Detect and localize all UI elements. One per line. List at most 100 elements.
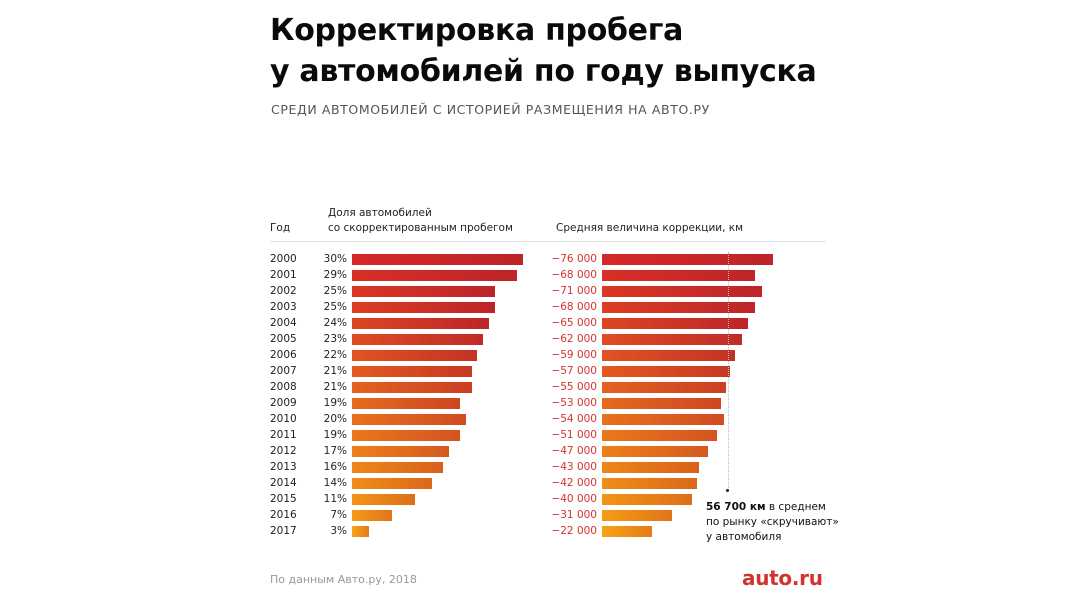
correction-bar (602, 318, 748, 329)
year-label: 2011 (270, 429, 297, 441)
correction-value-label: −43 000 (551, 461, 597, 473)
share-value-label: 22% (323, 349, 347, 361)
correction-bar (602, 446, 708, 457)
correction-value-label: −22 000 (551, 525, 597, 537)
header-divider (270, 241, 826, 242)
correction-bar (602, 382, 726, 393)
year-label: 2014 (270, 477, 297, 489)
share-value-label: 14% (323, 477, 347, 489)
share-bar (352, 350, 477, 361)
share-column-header: Доля автомобилей со скорректированным пр… (328, 206, 513, 236)
share-bar (352, 510, 392, 521)
correction-bar (602, 430, 717, 441)
share-bar (352, 334, 483, 345)
share-value-label: 17% (323, 445, 347, 457)
average-annotation: 56 700 км в среднем по рынку «скручивают… (706, 500, 839, 545)
share-bar (352, 318, 489, 329)
share-value-label: 30% (323, 253, 347, 265)
correction-value-label: −65 000 (551, 317, 597, 329)
share-value-label: 19% (323, 397, 347, 409)
year-label: 2001 (270, 269, 297, 281)
share-bar (352, 462, 443, 473)
correction-value-label: −59 000 (551, 349, 597, 361)
year-label: 2015 (270, 493, 297, 505)
chart-title-line-2: у автомобилей по году выпуска (270, 54, 817, 89)
share-bar (352, 494, 415, 505)
correction-bar (602, 494, 692, 505)
correction-value-label: −76 000 (551, 253, 597, 265)
share-header-line-2: со скорректированным пробегом (328, 222, 513, 234)
correction-value-label: −42 000 (551, 477, 597, 489)
share-value-label: 3% (330, 525, 347, 537)
annotation-line-1: в среднем (765, 501, 826, 513)
year-label: 2009 (270, 397, 297, 409)
source-note: По данным Авто.ру, 2018 (270, 573, 417, 586)
share-bar (352, 446, 449, 457)
correction-value-label: −54 000 (551, 413, 597, 425)
year-label: 2007 (270, 365, 297, 377)
correction-value-label: −68 000 (551, 301, 597, 313)
correction-bar (602, 286, 762, 297)
year-label: 2006 (270, 349, 297, 361)
share-header-line-1: Доля автомобилей (328, 207, 432, 219)
year-label: 2000 (270, 253, 297, 265)
share-bar (352, 286, 495, 297)
year-label: 2003 (270, 301, 297, 313)
correction-bar (602, 510, 672, 521)
share-bar (352, 430, 460, 441)
share-bar (352, 366, 472, 377)
average-reference-line (728, 252, 729, 490)
chart-subtitle: СРЕДИ АВТОМОБИЛЕЙ С ИСТОРИЕЙ РАЗМЕЩЕНИЯ … (271, 102, 710, 117)
annotation-line-2: по рынку «скручивают» (706, 516, 839, 528)
correction-value-label: −68 000 (551, 269, 597, 281)
share-bar (352, 270, 517, 281)
share-value-label: 19% (323, 429, 347, 441)
correction-value-label: −71 000 (551, 285, 597, 297)
share-value-label: 20% (323, 413, 347, 425)
correction-bar (602, 302, 755, 313)
year-column-header: Год (270, 222, 291, 234)
share-bar (352, 526, 369, 537)
correction-bar (602, 270, 755, 281)
correction-bar (602, 366, 730, 377)
share-bar (352, 478, 432, 489)
share-bar (352, 414, 466, 425)
correction-value-label: −40 000 (551, 493, 597, 505)
auto-ru-logo[interactable]: auto.ru (742, 566, 823, 590)
year-label: 2010 (270, 413, 297, 425)
year-label: 2017 (270, 525, 297, 537)
share-value-label: 25% (323, 301, 347, 313)
share-value-label: 21% (323, 381, 347, 393)
correction-bar (602, 398, 721, 409)
share-value-label: 29% (323, 269, 347, 281)
correction-value-label: −31 000 (551, 509, 597, 521)
correction-bar (602, 414, 724, 425)
year-label: 2004 (270, 317, 297, 329)
share-value-label: 11% (323, 493, 347, 505)
correction-bar (602, 254, 773, 265)
year-label: 2016 (270, 509, 297, 521)
correction-bar (602, 334, 742, 345)
share-value-label: 16% (323, 461, 347, 473)
share-value-label: 7% (330, 509, 347, 521)
share-value-label: 25% (323, 285, 347, 297)
year-label: 2013 (270, 461, 297, 473)
share-value-label: 21% (323, 365, 347, 377)
share-value-label: 23% (323, 333, 347, 345)
correction-bar (602, 478, 697, 489)
year-label: 2012 (270, 445, 297, 457)
year-label: 2008 (270, 381, 297, 393)
share-bar (352, 382, 472, 393)
correction-value-label: −53 000 (551, 397, 597, 409)
annotation-line-3: у автомобиля (706, 531, 782, 543)
average-reference-dot (726, 489, 729, 492)
share-value-label: 24% (323, 317, 347, 329)
correction-value-label: −57 000 (551, 365, 597, 377)
correction-column-header: Средняя величина коррекции, км (556, 222, 744, 234)
correction-value-label: −62 000 (551, 333, 597, 345)
chart-title-line-1: Корректировка пробега (270, 13, 684, 48)
correction-value-label: −47 000 (551, 445, 597, 457)
chart-title: Корректировка пробега у автомобилей по г… (270, 10, 817, 92)
year-label: 2002 (270, 285, 297, 297)
share-bar (352, 254, 523, 265)
